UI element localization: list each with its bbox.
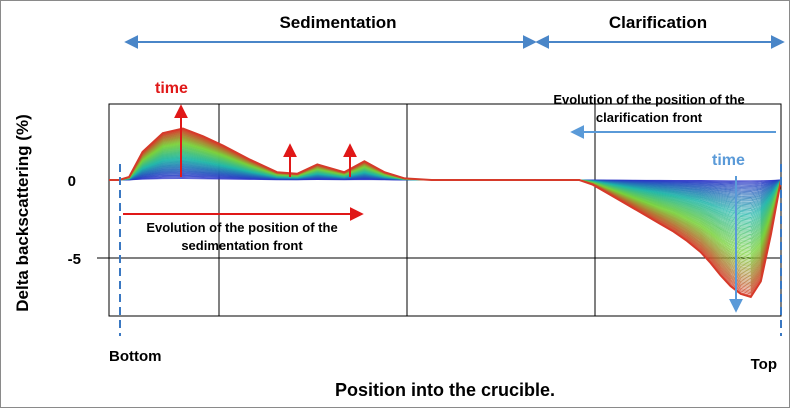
bottom-end-label: Bottom [109, 348, 162, 365]
top-end-label: Top [751, 356, 777, 373]
sedimentation-front-label-1: Evolution of the position of the [146, 220, 337, 235]
zone-label-clarification: Clarification [609, 13, 707, 32]
time-label-left: time [155, 80, 188, 97]
clarification-front-label-1: Evolution of the position of the [553, 92, 744, 107]
y-tick-label-0: 0 [68, 173, 76, 190]
y-axis-label: Delta backscattering (%) [13, 114, 32, 311]
x-axis-label: Position into the crucible. [335, 380, 555, 400]
zone-label-sedimentation: Sedimentation [279, 13, 396, 32]
y-tick-label-minus5: -5 [68, 251, 81, 268]
clarification-front-label-2: clarification front [596, 110, 703, 125]
sedimentation-front-label-2: sedimentation front [181, 238, 303, 253]
time-label-right: time [712, 152, 745, 169]
backscattering-curves [109, 127, 782, 299]
series-line-90 [109, 127, 782, 299]
